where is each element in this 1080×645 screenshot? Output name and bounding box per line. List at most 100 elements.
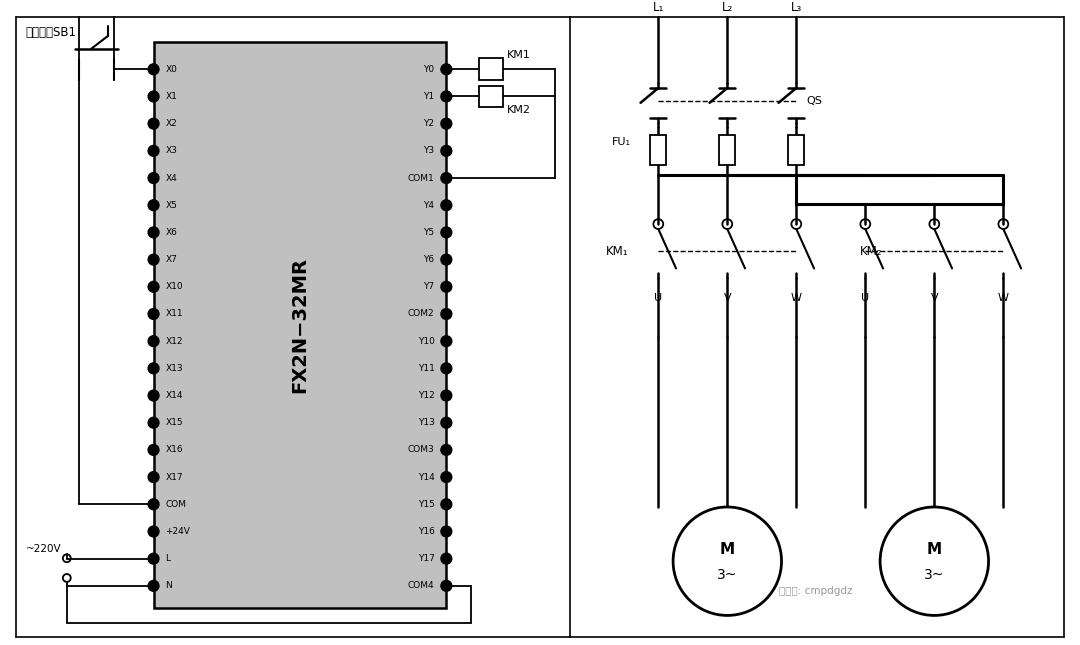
Text: X17: X17 [165,473,183,482]
Text: X7: X7 [165,255,177,264]
Text: Y4: Y4 [423,201,434,210]
Text: COM1: COM1 [408,174,434,183]
Circle shape [148,417,159,428]
Circle shape [441,91,451,102]
Text: X12: X12 [165,337,183,346]
Text: Y14: Y14 [418,473,434,482]
Circle shape [673,507,782,615]
Text: Y3: Y3 [423,146,434,155]
Text: COM2: COM2 [408,310,434,319]
Circle shape [148,336,159,346]
Circle shape [441,526,451,537]
Text: Y10: Y10 [418,337,434,346]
Text: Y11: Y11 [418,364,434,373]
Circle shape [148,526,159,537]
Text: L₃: L₃ [791,1,802,14]
Text: X16: X16 [165,446,183,455]
Text: Y0: Y0 [423,64,434,74]
Text: 3~: 3~ [717,568,738,582]
Circle shape [148,281,159,292]
Text: 3~: 3~ [924,568,945,582]
Circle shape [148,390,159,401]
Text: COM4: COM4 [408,581,434,590]
Circle shape [441,390,451,401]
Circle shape [441,363,451,373]
Circle shape [148,91,159,102]
Text: X0: X0 [165,64,177,74]
Text: L₂: L₂ [721,1,733,14]
Circle shape [148,254,159,265]
Text: Y5: Y5 [423,228,434,237]
Text: M: M [927,542,942,557]
Bar [788,135,805,165]
Circle shape [148,363,159,373]
Circle shape [148,200,159,211]
Circle shape [441,417,451,428]
Text: 微信号: cmpdgdz: 微信号: cmpdgdz [780,586,853,596]
Text: V: V [931,293,939,303]
Text: +24V: +24V [165,527,190,536]
Text: X6: X6 [165,228,177,237]
Circle shape [441,173,451,183]
Text: X5: X5 [165,201,177,210]
Text: W: W [998,293,1009,303]
Circle shape [148,64,159,75]
Text: KM₂: KM₂ [860,244,882,257]
Circle shape [441,336,451,346]
Text: Y6: Y6 [423,255,434,264]
Text: U: U [861,293,869,303]
Text: X13: X13 [165,364,183,373]
Text: KM₁: KM₁ [606,244,629,257]
Text: X2: X2 [165,119,177,128]
Text: 启动按鈕SB1: 启动按鈕SB1 [26,26,77,39]
Circle shape [148,308,159,319]
Text: L₁: L₁ [652,1,664,14]
Circle shape [441,580,451,591]
Text: L: L [165,554,171,563]
Circle shape [148,173,159,183]
Text: X11: X11 [165,310,183,319]
Text: Y15: Y15 [418,500,434,509]
Text: Y17: Y17 [418,554,434,563]
Circle shape [148,444,159,455]
Circle shape [441,499,451,510]
Text: Y7: Y7 [423,283,434,292]
Text: QS: QS [806,96,822,106]
Text: X15: X15 [165,418,183,427]
Circle shape [148,471,159,482]
Text: V: V [724,293,731,303]
Text: Y12: Y12 [418,391,434,400]
Circle shape [880,507,988,615]
Text: Y1: Y1 [423,92,434,101]
Circle shape [148,227,159,238]
Text: ~220V: ~220V [26,544,62,554]
Bar [153,42,446,608]
Text: N: N [165,581,172,590]
Circle shape [148,553,159,564]
Circle shape [148,499,159,510]
Circle shape [441,64,451,75]
Circle shape [148,145,159,156]
Text: X14: X14 [165,391,183,400]
Text: Y13: Y13 [418,418,434,427]
Text: X3: X3 [165,146,177,155]
Text: Y2: Y2 [423,119,434,128]
Circle shape [441,444,451,455]
Circle shape [441,281,451,292]
Text: FX2N−32MR: FX2N−32MR [291,257,310,393]
Text: X4: X4 [165,174,177,183]
Circle shape [441,200,451,211]
Bar [650,135,666,165]
Text: X1: X1 [165,92,177,101]
Circle shape [441,254,451,265]
Circle shape [441,308,451,319]
Text: Y16: Y16 [418,527,434,536]
Text: KM2: KM2 [507,105,530,115]
Text: COM3: COM3 [408,446,434,455]
Text: X10: X10 [165,283,183,292]
Text: W: W [791,293,801,303]
Circle shape [441,145,451,156]
Bar [719,135,735,165]
Bar [478,86,502,107]
Text: M: M [719,542,734,557]
